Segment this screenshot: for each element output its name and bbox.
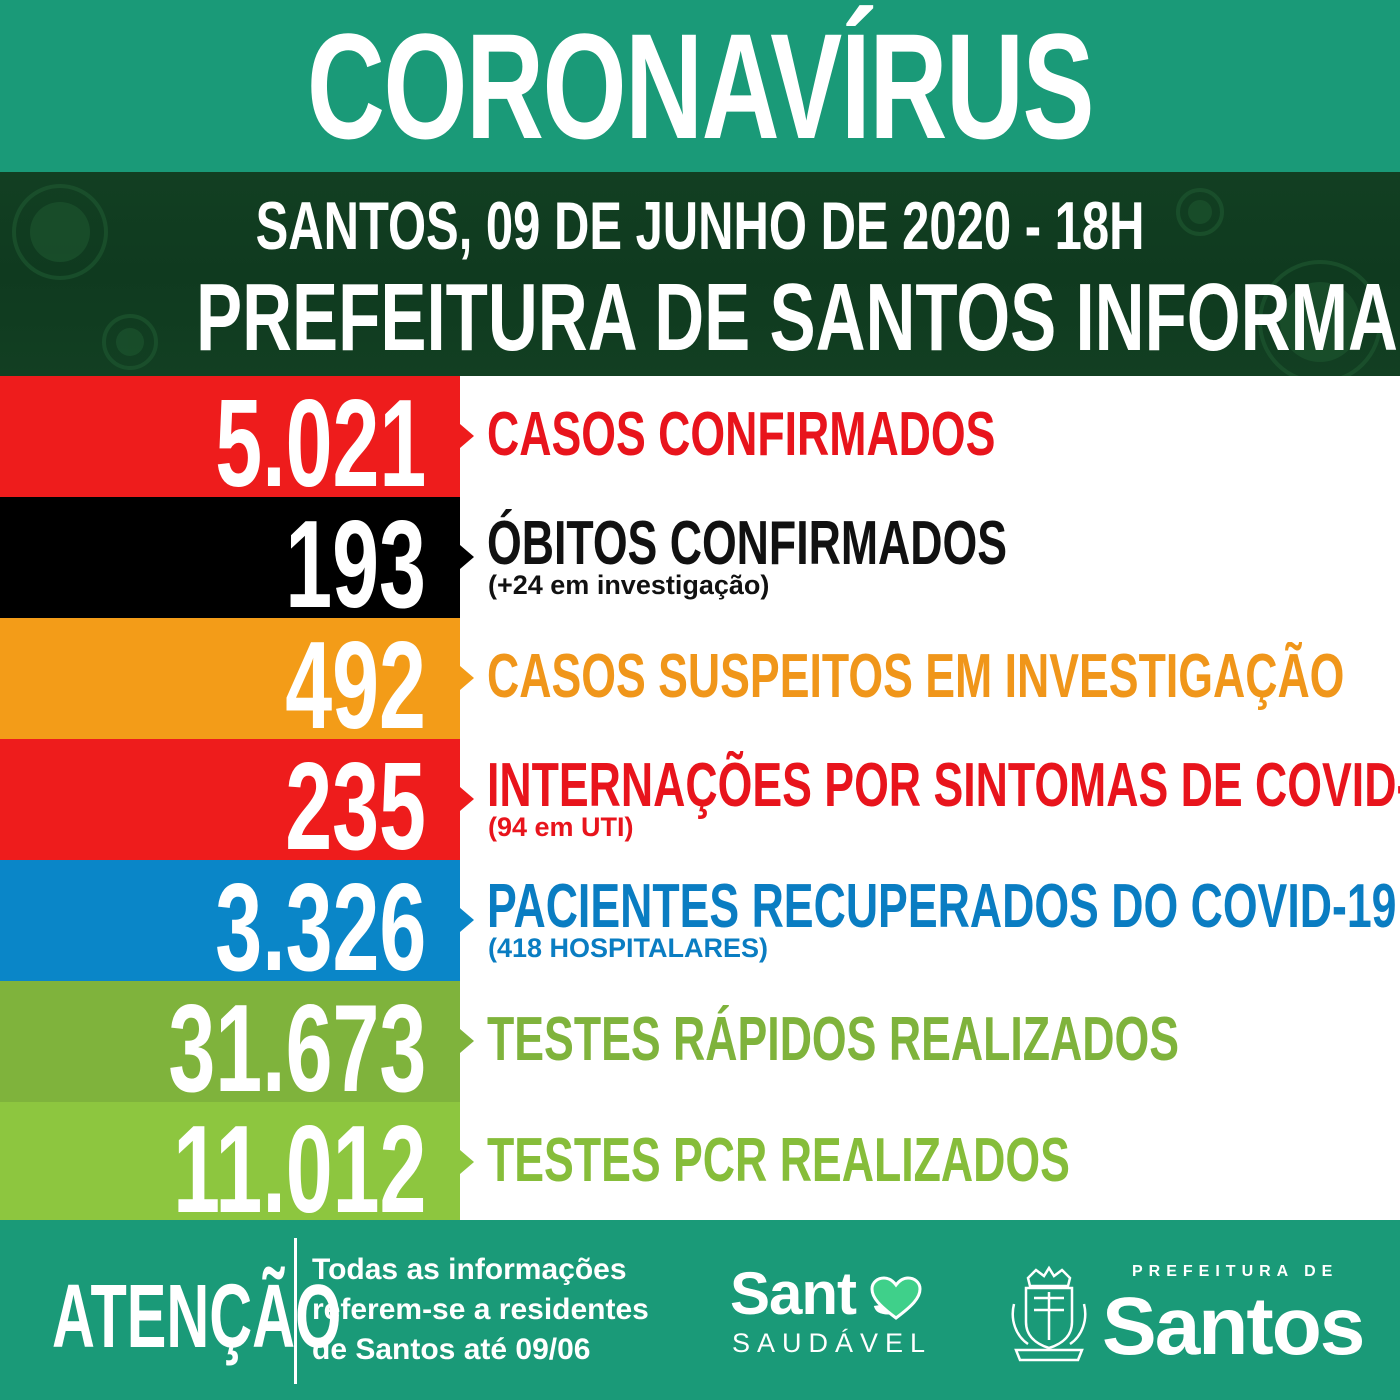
arrow-icon xyxy=(460,545,474,569)
title-bar: CORONAVÍRUS xyxy=(0,0,1400,172)
footer: ATENÇÃO Todas as informações referem-se … xyxy=(0,1220,1400,1400)
stat-number-box: 11.012 xyxy=(0,1102,460,1232)
stat-value: 3.326 xyxy=(214,859,426,997)
stat-label: CASOS SUSPEITOS EM INVESTIGAÇÃO xyxy=(487,642,1345,711)
prefeitura-small-text: PREFEITURA DE xyxy=(1132,1263,1339,1280)
footer-note: Todas as informações referem-se a reside… xyxy=(312,1250,712,1370)
stat-number-box: 235 xyxy=(0,739,460,869)
stat-row-confirmed-cases: 5.021 CASOS CONFIRMADOS xyxy=(0,376,1400,506)
arrow-icon xyxy=(460,908,474,932)
stat-value: 11.012 xyxy=(172,1101,426,1239)
inform-line: PREFEITURA DE SANTOS INFORMA xyxy=(195,264,1398,371)
stat-number-box: 3.326 xyxy=(0,860,460,990)
attention-label: ATENÇÃO xyxy=(52,1267,342,1367)
stat-number-box: 31.673 xyxy=(0,981,460,1111)
stat-number-box: 492 xyxy=(0,618,460,748)
stat-value: 492 xyxy=(285,617,426,755)
stat-value: 193 xyxy=(285,496,426,634)
stat-label: CASOS CONFIRMADOS xyxy=(487,400,996,469)
stat-number-box: 5.021 xyxy=(0,376,460,506)
stat-row-confirmed-deaths: 193 ÓBITOS CONFIRMADOS (+24 em investiga… xyxy=(0,497,1400,627)
heart-icon xyxy=(870,1276,922,1320)
stat-row-suspected-cases: 492 CASOS SUSPEITOS EM INVESTIGAÇÃO xyxy=(0,618,1400,748)
info-bar: SANTOS, 09 DE JUNHO DE 2020 - 18H PREFEI… xyxy=(0,172,1400,376)
saudavel-sub: SAUDÁVEL xyxy=(732,1328,933,1358)
stat-value: 235 xyxy=(285,738,426,876)
stat-row-hospitalizations: 235 INTERNAÇÕES POR SINTOMAS DE COVID-19… xyxy=(0,739,1400,869)
stat-sublabel: (94 em UTI) xyxy=(488,812,634,842)
stat-sublabel: (418 HOSPITALARES) xyxy=(488,933,769,963)
stat-value: 5.021 xyxy=(214,375,426,513)
date-line: SANTOS, 09 DE JUNHO DE 2020 - 18H xyxy=(255,188,1145,264)
stat-label: TESTES PCR REALIZADOS xyxy=(487,1126,1070,1195)
stat-row-pcr-tests: 11.012 TESTES PCR REALIZADOS xyxy=(0,1102,1400,1232)
stat-row-rapid-tests: 31.673 TESTES RÁPIDOS REALIZADOS xyxy=(0,981,1400,1111)
arrow-icon xyxy=(460,424,474,448)
prefeitura-wordmark: Santos xyxy=(1102,1281,1365,1372)
stat-label: TESTES RÁPIDOS REALIZADOS xyxy=(487,1005,1179,1074)
arrow-icon xyxy=(460,787,474,811)
city-crest-icon xyxy=(1011,1265,1087,1362)
note-line: Todas as informações xyxy=(312,1253,627,1286)
page-title: CORONAVÍRUS xyxy=(306,2,1095,170)
note-line: de Santos até 09/06 xyxy=(312,1333,591,1366)
stat-label: INTERNAÇÕES POR SINTOMAS DE COVID-19 xyxy=(487,751,1400,820)
arrow-icon xyxy=(460,666,474,690)
santos-saudavel-logo: Sant s SAUDÁVEL xyxy=(730,1264,950,1374)
divider xyxy=(294,1238,297,1384)
stat-sublabel: (+24 em investigação) xyxy=(488,570,770,600)
virus-icon xyxy=(12,184,1382,376)
arrow-icon xyxy=(460,1150,474,1174)
stats-panel: 5.021 CASOS CONFIRMADOS 193 ÓBITOS CONFI… xyxy=(0,376,1400,1232)
stat-value: 31.673 xyxy=(168,980,426,1118)
stat-number-box: 193 xyxy=(0,497,460,627)
stat-label: ÓBITOS CONFIRMADOS xyxy=(487,509,1007,578)
stat-row-recovered: 3.326 PACIENTES RECUPERADOS DO COVID-19 … xyxy=(0,860,1400,990)
stat-label: PACIENTES RECUPERADOS DO COVID-19 xyxy=(487,872,1397,941)
arrow-icon xyxy=(460,1029,474,1053)
note-line: referem-se a residentes xyxy=(312,1293,649,1326)
